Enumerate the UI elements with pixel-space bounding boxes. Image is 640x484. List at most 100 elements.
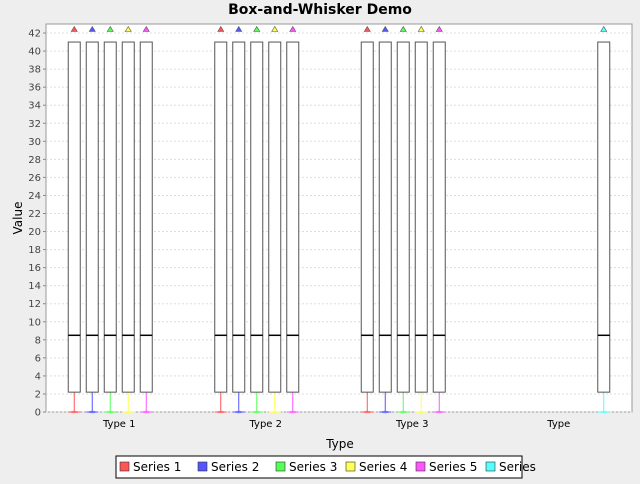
y-tick-label: 40 — [28, 47, 41, 58]
extreme-marker — [253, 25, 261, 32]
y-tick-label: 18 — [28, 245, 41, 256]
extreme-marker — [106, 25, 114, 32]
extreme-marker — [435, 25, 443, 32]
low-marker — [417, 410, 426, 414]
legend: Series 1 Series 2 Series 3 Series 4 Series 5… — [119, 460, 536, 474]
box-body — [85, 41, 99, 393]
x-axis-label: Type — [325, 437, 354, 451]
box-series-4 — [121, 25, 135, 414]
y-tick-label: 32 — [28, 119, 41, 130]
box-series-5 — [432, 25, 446, 414]
legend-swatch — [275, 461, 286, 472]
y-tick-label: 22 — [28, 209, 41, 220]
legend-swatch — [119, 461, 130, 472]
x-axis-ticks: Type 1 Type 2 Type 3 Type — [102, 419, 570, 430]
box-series-4 — [268, 25, 282, 414]
x-tick-label: Type 1 — [102, 419, 136, 430]
box-series-2 — [378, 25, 392, 414]
box-series-5 — [286, 25, 300, 414]
low-marker — [435, 410, 444, 414]
x-tick-label: Type 2 — [248, 419, 282, 430]
box-body — [121, 41, 135, 393]
box-series-3 — [396, 25, 410, 414]
y-tick-label: 28 — [28, 155, 41, 166]
box-series-1 — [67, 25, 81, 414]
legend-swatch — [485, 461, 496, 472]
y-tick-label: 0 — [35, 408, 41, 419]
y-tick-label: 38 — [28, 65, 41, 76]
legend-label: Series 5 — [429, 460, 477, 474]
y-tick-label: 12 — [28, 299, 41, 310]
y-tick-label: 2 — [35, 389, 41, 400]
y-tick-label: 26 — [28, 173, 41, 184]
y-axis-label: Value — [11, 202, 25, 235]
box-body — [103, 41, 117, 393]
box-body — [414, 41, 428, 393]
legend-swatch — [197, 461, 208, 472]
low-marker — [70, 410, 79, 414]
box-series-1 — [360, 25, 374, 414]
low-marker — [124, 410, 133, 414]
low-marker — [288, 410, 297, 414]
extreme-marker — [70, 25, 78, 32]
box-body — [67, 41, 81, 393]
legend-label: Series — [499, 460, 536, 474]
box-series-2 — [232, 25, 246, 414]
low-marker — [88, 410, 97, 414]
low-marker — [252, 410, 261, 414]
chart-title: Box-and-Whisker Demo — [228, 2, 412, 18]
extreme-marker — [124, 25, 132, 32]
legend-label: Series 2 — [211, 460, 259, 474]
box-body — [268, 41, 282, 393]
boxes — [67, 25, 611, 414]
y-tick-label: 16 — [28, 263, 41, 274]
x-tick-label: Type — [546, 419, 570, 430]
legend-label: Series 4 — [359, 460, 407, 474]
y-tick-label: 42 — [28, 29, 41, 40]
y-tick-label: 24 — [28, 191, 41, 202]
box-series — [597, 25, 611, 414]
y-tick-label: 6 — [35, 353, 41, 364]
y-tick-label: 36 — [28, 83, 41, 94]
box-body — [360, 41, 374, 393]
low-marker — [216, 410, 225, 414]
box-body — [232, 41, 246, 393]
y-tick-label: 30 — [28, 137, 41, 148]
legend-frame — [115, 455, 523, 479]
low-marker — [363, 410, 372, 414]
extreme-marker — [381, 25, 389, 32]
extreme-marker — [271, 25, 279, 32]
y-tick-label: 4 — [35, 371, 41, 382]
extreme-marker — [417, 25, 425, 32]
extreme-marker — [88, 25, 96, 32]
box-series-1 — [214, 25, 228, 414]
box-body — [214, 41, 228, 393]
extreme-marker — [399, 25, 407, 32]
y-tick-label: 34 — [28, 101, 41, 112]
low-marker — [106, 410, 115, 414]
box-series-3 — [103, 25, 117, 414]
y-tick-label: 14 — [28, 281, 41, 292]
box-body — [597, 41, 611, 393]
x-tick-label: Type 3 — [395, 419, 429, 430]
y-tick-label: 10 — [28, 317, 41, 328]
box-series-2 — [85, 25, 99, 414]
low-marker — [599, 410, 608, 414]
extreme-marker — [142, 25, 150, 32]
extreme-marker — [235, 25, 243, 32]
box-series-5 — [139, 25, 153, 414]
legend-label: Series 1 — [133, 460, 181, 474]
box-body — [139, 41, 153, 393]
y-tick-label: 8 — [35, 335, 41, 346]
y-tick-label: 20 — [28, 227, 41, 238]
box-body — [396, 41, 410, 393]
box-body — [250, 41, 264, 393]
extreme-marker — [363, 25, 371, 32]
extreme-marker — [289, 25, 297, 32]
low-marker — [270, 410, 279, 414]
low-marker — [381, 410, 390, 414]
low-marker — [234, 410, 243, 414]
extreme-marker — [217, 25, 225, 32]
